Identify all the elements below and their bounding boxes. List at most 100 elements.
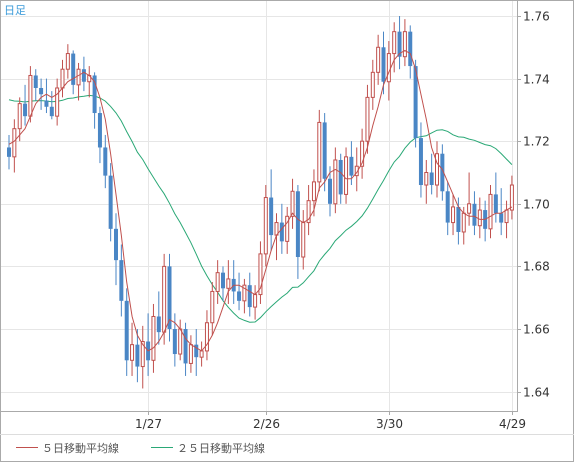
candle-body-down [328, 178, 332, 204]
candle-body-up [317, 121, 322, 183]
candle-body-down [397, 31, 402, 57]
candle-body-down [33, 75, 38, 88]
legend-label: ２５日移動平均線 [177, 441, 265, 455]
candle-body-down [295, 191, 300, 258]
candle-body-up [210, 290, 215, 324]
candle-body-up [178, 328, 183, 355]
y-tick-label: 1.64 [523, 386, 550, 400]
candle-body-down [338, 159, 343, 195]
candle-body-down [92, 75, 97, 114]
y-tick-label: 1.72 [523, 135, 550, 149]
candle-body-up [263, 197, 268, 255]
candles-layer [7, 16, 514, 389]
candle-body-down [472, 203, 477, 226]
candle-body-up [226, 278, 231, 289]
candle-body-down [429, 172, 434, 186]
candle-body-up [392, 31, 397, 55]
candle-body-down [114, 228, 118, 261]
candle-body-up [451, 206, 456, 224]
candle-body-up [215, 272, 220, 292]
legend-label: ５日移動平均線 [42, 441, 119, 455]
candle-body-down [413, 66, 418, 139]
candle-body-up [140, 341, 145, 368]
candle-body-down [108, 175, 113, 229]
candle-body-up [17, 103, 22, 130]
candle-body-down [39, 87, 44, 95]
candle-body-down [269, 197, 274, 236]
candle-body-down [103, 147, 108, 176]
candle-body-up [285, 215, 290, 242]
candle-body-up [162, 265, 167, 333]
candle-body-up [301, 222, 306, 258]
candle-body-up [435, 153, 439, 186]
candle-body-down [445, 191, 450, 223]
candle-body-up [12, 128, 17, 158]
candle-body-up [424, 172, 429, 186]
candle-body-up [370, 71, 375, 98]
candle-body-down [194, 344, 199, 358]
candle-body-up [188, 344, 193, 364]
candle-body-down [119, 260, 124, 301]
candle-body-down [135, 344, 140, 367]
candle-body-down [81, 69, 86, 82]
candle-body-down [237, 291, 242, 301]
candle-body-down [23, 103, 28, 117]
candle-body-down [183, 329, 188, 364]
candle-body-up [204, 322, 209, 352]
x-tick-label: 1/27 [135, 417, 162, 431]
candle-body-up [258, 253, 263, 296]
legend: ５日移動平均線 ２５日移動平均線 [16, 441, 265, 455]
candle-body-down [408, 31, 413, 67]
x-tick-label: 4/29 [499, 417, 526, 431]
candle-body-up [151, 315, 156, 361]
y-tick-label: 1.68 [523, 260, 550, 274]
candle-body-down [156, 316, 161, 333]
candle-body-up [477, 209, 482, 227]
ma5-line [8, 49, 513, 352]
ma5-layer [8, 49, 513, 352]
candle-body-down [440, 153, 445, 192]
candle-body-up [386, 53, 391, 83]
candle-body-up [76, 68, 81, 86]
grid-lines [0, 0, 517, 411]
candle-body-up [130, 344, 135, 361]
plot-frame [0, 0, 518, 412]
candle-body-up [290, 190, 295, 217]
candle-body-up [28, 74, 33, 117]
y-tick-label: 1.70 [523, 198, 550, 212]
y-axis: 1.76 1.74 1.72 1.70 1.68 1.66 1.64 [517, 10, 550, 400]
candle-body-up [376, 46, 381, 73]
candle-body-up [199, 350, 204, 358]
candle-body-down [97, 113, 102, 148]
candle-body-up [253, 294, 258, 308]
candle-body-up [402, 31, 407, 58]
period-label: 日足 [4, 4, 26, 17]
candle-body-down [44, 100, 49, 107]
x-axis: 1/27 2/26 3/30 4/29 [135, 411, 526, 431]
candle-body-up [461, 212, 466, 233]
candle-body-down [172, 329, 177, 355]
candle-body-down [493, 194, 498, 214]
candle-body-down [7, 147, 11, 157]
x-tick-label: 2/26 [253, 417, 280, 431]
candle-body-up [311, 181, 316, 202]
candle-body-up [344, 156, 349, 195]
candle-body-down [49, 106, 54, 117]
y-tick-label: 1.66 [523, 323, 550, 337]
candle-body-up [306, 200, 311, 224]
candle-body-up [360, 140, 365, 167]
candle-body-up [509, 184, 514, 211]
candle-body-down [247, 285, 252, 308]
candle-body-up [488, 193, 493, 230]
candle-body-down [221, 272, 225, 289]
candle-body-down [349, 156, 354, 176]
candle-body-up [55, 87, 60, 117]
candle-body-down [381, 47, 386, 82]
candle-body-down [124, 300, 129, 361]
candle-body-down [71, 53, 76, 85]
candle-body-up [333, 159, 338, 205]
candle-body-down [322, 122, 327, 179]
x-tick-label: 3/30 [376, 417, 403, 431]
candle-body-up [467, 203, 472, 214]
